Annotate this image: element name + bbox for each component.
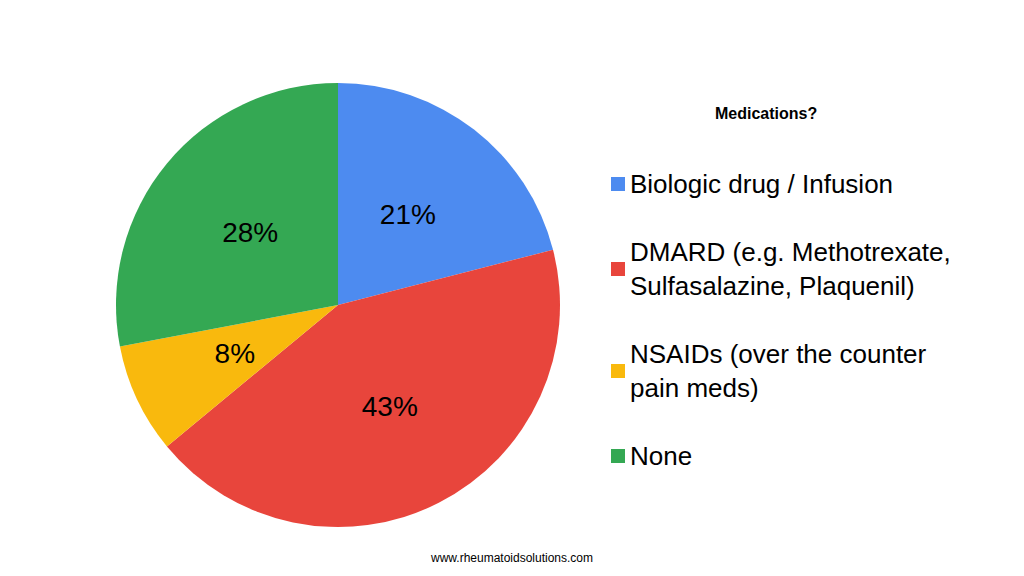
svg-text:21%: 21%: [380, 199, 436, 230]
svg-text:www.rheumatoidsolutions.com: www.rheumatoidsolutions.com: [430, 551, 593, 565]
svg-text:Biologic drug / Infusion: Biologic drug / Infusion: [630, 169, 893, 199]
svg-text:None: None: [630, 441, 692, 471]
svg-text:43%: 43%: [362, 391, 418, 422]
svg-text:8%: 8%: [215, 338, 255, 369]
svg-text:Sulfasalazine, Plaquenil): Sulfasalazine, Plaquenil): [630, 271, 915, 301]
svg-text:28%: 28%: [222, 217, 278, 248]
svg-text:Medications?: Medications?: [715, 105, 817, 122]
svg-text:DMARD (e.g. Methotrexate,: DMARD (e.g. Methotrexate,: [630, 237, 958, 267]
svg-text:NSAIDs (over the counter: NSAIDs (over the counter: [630, 339, 933, 369]
svg-text:pain meds): pain meds): [630, 373, 759, 403]
